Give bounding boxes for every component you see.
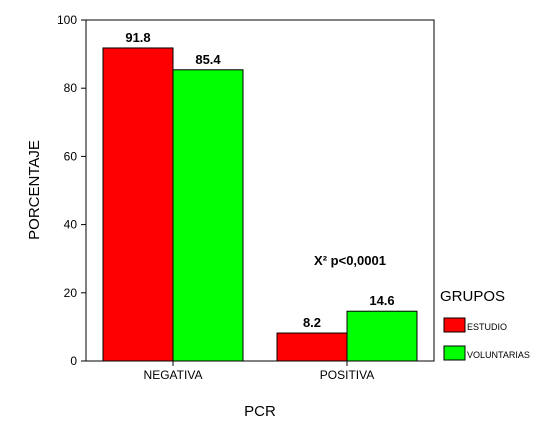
x-tick-label: POSITIVA [320, 368, 374, 382]
legend: GRUPOS ESTUDIO VOLUNTARIAS [440, 288, 530, 361]
y-tick-label: 100 [57, 13, 77, 27]
data-label: 14.6 [369, 293, 394, 308]
y-tick-label: 20 [64, 286, 78, 300]
legend-label: VOLUNTARIAS [467, 350, 530, 360]
legend-label: ESTUDIO [467, 322, 507, 332]
y-tick-label: 80 [64, 81, 78, 95]
y-tick-label: 0 [70, 354, 77, 368]
y-tick-label: 60 [64, 149, 78, 163]
y-axis-title: PORCENTAJE [26, 140, 43, 240]
legend-swatch [443, 317, 466, 333]
data-label: 91.8 [125, 30, 150, 45]
x-axis: NEGATIVA POSITIVA [144, 361, 374, 382]
bar [102, 47, 174, 362]
bars [102, 47, 418, 362]
legend-swatch [443, 345, 466, 361]
bar [346, 310, 418, 362]
bar [172, 69, 244, 362]
data-label: 8.2 [303, 315, 321, 330]
chart-annotation: X² p<0,0001 [314, 253, 386, 268]
y-axis: 0 20 40 60 80 100 [57, 13, 86, 368]
data-label: 85.4 [195, 52, 221, 67]
bar [276, 332, 348, 362]
x-tick-label: NEGATIVA [144, 368, 203, 382]
y-tick-label: 40 [64, 218, 78, 232]
x-axis-title: PCR [244, 403, 276, 420]
data-labels: 91.8 85.4 8.2 14.6 [125, 30, 394, 330]
legend-title: GRUPOS [440, 288, 505, 305]
